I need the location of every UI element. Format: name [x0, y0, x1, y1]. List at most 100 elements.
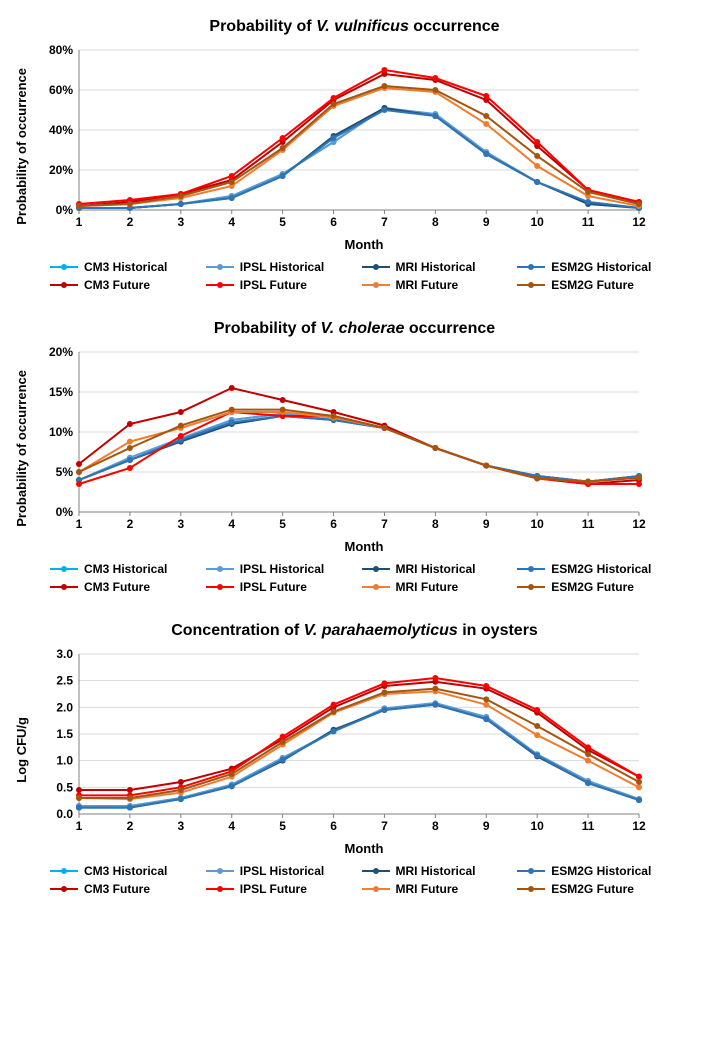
series-marker [585, 780, 591, 786]
x-tick-label: 8 [432, 517, 439, 531]
plot-area: 0%20%40%60%80%123456789101112Month [29, 40, 699, 252]
series-marker [178, 796, 184, 802]
legend-label: MRI Future [396, 278, 459, 292]
legend-label: MRI Historical [396, 864, 476, 878]
legend-label: ESM2G Historical [551, 260, 651, 274]
x-tick-label: 5 [279, 215, 286, 229]
series-marker [331, 95, 337, 101]
series-marker [280, 173, 286, 179]
legend-label: CM3 Future [84, 882, 150, 896]
x-tick-label: 11 [582, 517, 595, 531]
legend-label: IPSL Future [240, 278, 307, 292]
series-marker [432, 87, 438, 93]
x-tick-label: 7 [381, 517, 388, 531]
legend-label: IPSL Future [240, 580, 307, 594]
legend-swatch [517, 870, 545, 872]
x-tick-label: 7 [381, 215, 388, 229]
legend-swatch [50, 568, 78, 570]
x-axis-label: Month [29, 237, 699, 252]
series-marker [483, 716, 489, 722]
y-tick-label: 5% [56, 465, 74, 479]
series-marker [432, 702, 438, 708]
series-marker [483, 121, 489, 127]
legend-label: MRI Future [396, 580, 459, 594]
legend-label: IPSL Historical [240, 864, 324, 878]
legend-label: ESM2G Historical [551, 864, 651, 878]
chart-title: Probability of V. cholerae occurrence [10, 320, 699, 338]
legend-item: MRI Historical [362, 864, 518, 878]
x-tick-label: 2 [127, 215, 134, 229]
legend-label: IPSL Historical [240, 562, 324, 576]
legend-item: MRI Historical [362, 562, 518, 576]
series-marker [127, 465, 133, 471]
y-axis-label: Log CFU/g [10, 717, 29, 783]
x-tick-label: 10 [531, 215, 545, 229]
legend: CM3 HistoricalIPSL HistoricalMRI Histori… [10, 252, 699, 300]
series-marker [178, 409, 184, 415]
series-marker [585, 744, 591, 750]
legend-item: IPSL Future [206, 882, 362, 896]
series-marker [76, 469, 82, 475]
series-marker [381, 689, 387, 695]
x-tick-label: 4 [228, 517, 235, 531]
x-tick-label: 1 [76, 215, 83, 229]
series-marker [636, 779, 642, 785]
series-marker [178, 423, 184, 429]
legend-item: CM3 Historical [50, 260, 206, 274]
y-tick-label: 2.5 [56, 674, 73, 688]
x-tick-label: 12 [632, 215, 646, 229]
x-axis-label: Month [29, 539, 699, 554]
series-marker [381, 67, 387, 73]
y-tick-label: 20% [49, 163, 73, 177]
series-marker [381, 83, 387, 89]
legend-item: ESM2G Historical [517, 562, 673, 576]
series-marker [331, 135, 337, 141]
series-marker [280, 734, 286, 740]
legend-item: MRI Future [362, 278, 518, 292]
legend: CM3 HistoricalIPSL HistoricalMRI Histori… [10, 856, 699, 904]
chart-svg: 0%5%10%15%20%123456789101112 [29, 342, 649, 537]
legend-swatch [206, 284, 234, 286]
series-marker [127, 787, 133, 793]
y-tick-label: 2.0 [56, 700, 73, 714]
legend-swatch [206, 888, 234, 890]
series-marker [534, 153, 540, 159]
series-marker [76, 795, 82, 801]
legend-item: CM3 Future [50, 580, 206, 594]
series-marker [127, 201, 133, 207]
chart-title: Probability of V. vulnificus occurrence [10, 18, 699, 36]
x-axis-label: Month [29, 841, 699, 856]
series-marker [76, 805, 82, 811]
series-marker [534, 475, 540, 481]
series-marker [585, 751, 591, 757]
legend-swatch [517, 586, 545, 588]
legend-label: ESM2G Historical [551, 562, 651, 576]
x-tick-label: 5 [279, 819, 286, 833]
series-marker [483, 113, 489, 119]
y-tick-label: 0% [56, 505, 74, 519]
y-tick-label: 40% [49, 123, 73, 137]
x-tick-label: 10 [531, 819, 545, 833]
chart-svg: 0%20%40%60%80%123456789101112 [29, 40, 649, 235]
y-tick-label: 60% [49, 83, 73, 97]
series-marker [76, 481, 82, 487]
series-marker [127, 805, 133, 811]
y-tick-label: 80% [49, 43, 73, 57]
x-tick-label: 10 [531, 517, 545, 531]
series-marker [229, 407, 235, 413]
legend-label: MRI Historical [396, 260, 476, 274]
plot-area: 0%5%10%15%20%123456789101112Month [29, 342, 699, 554]
legend-swatch [517, 888, 545, 890]
legend-item: MRI Future [362, 882, 518, 896]
chart-block: Probability of V. cholerae occurrencePro… [10, 320, 699, 602]
series-marker [432, 75, 438, 81]
series-marker [229, 783, 235, 789]
series-marker [280, 145, 286, 151]
legend-item: CM3 Future [50, 278, 206, 292]
chart-svg: 0.00.51.01.52.02.53.0123456789101112 [29, 644, 649, 839]
y-tick-label: 1.0 [56, 754, 73, 768]
x-tick-label: 8 [432, 215, 439, 229]
legend-item: IPSL Future [206, 580, 362, 594]
legend-item: ESM2G Future [517, 278, 673, 292]
series-marker [280, 739, 286, 745]
